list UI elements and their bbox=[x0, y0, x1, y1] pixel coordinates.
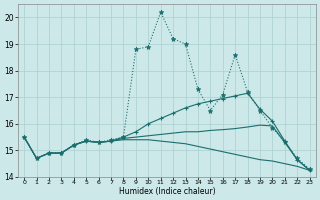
X-axis label: Humidex (Indice chaleur): Humidex (Indice chaleur) bbox=[119, 187, 215, 196]
